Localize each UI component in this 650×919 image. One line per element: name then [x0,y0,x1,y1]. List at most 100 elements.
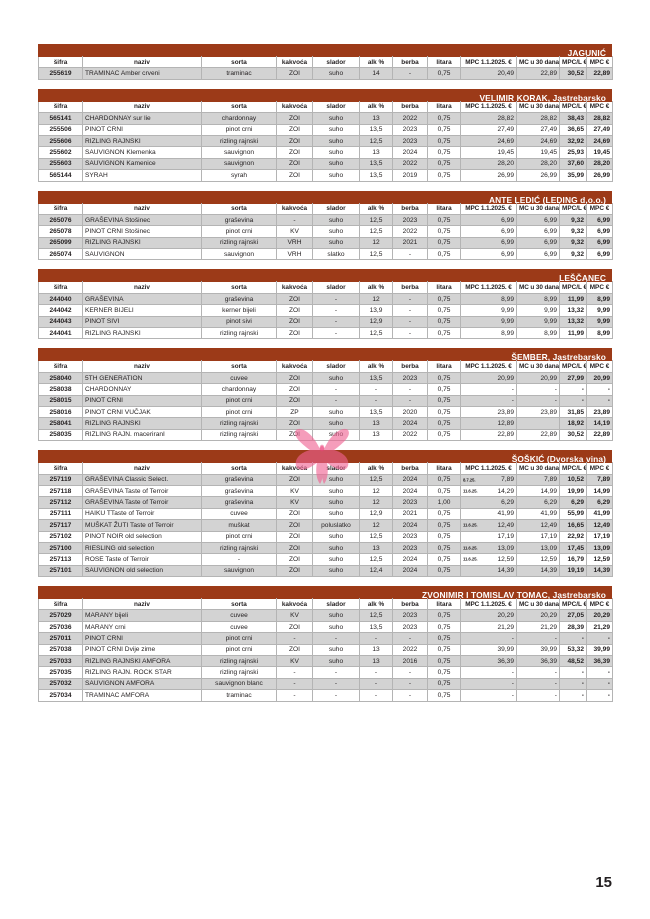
table-row[interactable]: 265074 SAUVIGNON sauvignon VRH slatko 12,5-0,… [38,248,613,261]
column-header-naziv: naziv [82,100,202,114]
column-header-mc30: MC u 30 dana € [516,598,560,611]
column-header-berba: berba [392,100,428,114]
cell-naziv: MUŠKAT ŽUTI Taste of Terroir [82,519,202,532]
table-row[interactable]: 258038 CHARDONNAY chardonnay ZOI - - -0,75- - - - [38,383,613,396]
table-row[interactable]: 257119 GRAŠEVINA Classic Select. graševina… [38,473,613,486]
cell-sorta: sauvignon [201,146,277,159]
cell-alk: 12 [359,484,393,498]
table-row[interactable]: 258015 PINOT CRNI pinot crni ZOI - - -0,75- - - - [38,394,613,408]
cell-mpc1: 19,45 [460,146,517,159]
column-header-litara: litara [427,462,461,475]
table-row[interactable]: 265099 RIZLING RAJNSKI rizling rajnski VRH s… [38,236,613,250]
cell-slador: suho [312,112,360,125]
producer-section: ANTE LEDIĆ (LEDING d.o.o.) šifra naziv sort… [38,190,613,261]
cell-sorta: chardonnay [201,383,277,396]
cell-mpc1: 6,99 [460,213,517,227]
cell-naziv: PINOT CRNI [82,632,202,645]
column-header-kakvoca: kakvoća [276,462,313,475]
cell-naziv: RIZLING RAJNSKI [82,134,202,148]
cell-berba: 2023 [392,213,428,227]
column-header-naziv: naziv [82,598,202,611]
table-row[interactable]: 265078 PINOT CRNI Stošinec pinot crni KV suh… [38,225,613,238]
column-header-berba: berba [392,202,428,215]
cell-kakvoca: - [276,632,313,645]
cell-sorta: rizling rajnski [201,654,277,668]
table-row[interactable]: 258016 PINOT CRNI VUČJAK pinot crni ZP suho 1… [38,405,613,419]
table-row[interactable]: 257036 MARANY crni cuvee ZOI suho 13,5 2023 0,7… [38,620,613,634]
cell-mc30: - [516,383,560,396]
cell-sifra: 257118 [38,484,83,498]
cell-mpc: 6,99 [586,213,613,227]
cell-slador: suho [312,496,360,509]
cell-litara: 1,00 [427,496,461,509]
price-change-date: 11.6.25. [463,545,478,551]
table-row[interactable]: 257113 ROSE Taste of Terroir - ZOI suho 12,5 2… [38,553,613,566]
column-header-mc30: MC u 30 dana € [516,55,560,69]
cell-sorta: rizling rajnski [201,666,277,679]
cell-sorta: chardonnay [201,112,277,125]
column-header-berba: berba [392,462,428,475]
cell-slador: - [312,689,360,702]
table-row[interactable]: 244040 GRAŠEVINA graševina ZOI -12-0,75 8,99 8… [38,292,613,306]
table-row[interactable]: 255602 SAUVIGNON Klemenka sauvignon ZOI suho… [38,146,613,159]
table-row[interactable]: 258041 RIZLING RAJNSKI rizling rajnski ZOI s… [38,417,613,430]
table-row[interactable]: 244043 PINOT SIVI pinot sivi ZOI -12,9-0,75 9… [38,315,613,329]
column-header-mpcl: MPC/L € [559,55,587,69]
table-row[interactable]: 265076 GRAŠEVINA Stošinec graševina - suho 12… [38,213,613,227]
cell-value: 12,49 [497,521,514,529]
table-row[interactable]: 565144 SYRAH syrah ZOI suho 13,5 2019 0,75 26,99… [38,169,613,182]
table-row[interactable]: 257011 PINOT CRNI pinot crni - - - -0,75- - - - [38,632,613,645]
table-row[interactable]: 257033 RIZLING RAJNSKI AMFORA rizling rajn… [38,654,613,668]
cell-mpcl: 32,92 [559,134,587,148]
cell-litara: 0,75 [427,123,461,136]
table-row[interactable]: 257035 RIZLING RAJN. ROCK STAR rizling raj… [38,666,613,679]
table-header-row: šifra naziv sorta kakvoća slador alk % berba li… [38,462,613,475]
column-header-kakvoca: kakvoća [276,100,313,114]
table-row[interactable]: 258035 RIZLING RAJN. maceriranI rizling ra… [38,428,613,442]
cell-slador: - [312,394,360,408]
table-row[interactable]: 255606 RIZLING RAJNSKI rizling rajnski ZOI s… [38,134,613,148]
column-header-kakvoca: kakvoća [276,55,313,69]
table-row[interactable]: 244041 RIZLING RAJNSKI rizling rajnski ZOI -… [38,327,613,340]
cell-slador: suho [312,620,360,634]
cell-slador: - [312,383,360,396]
table-row[interactable]: 255619 TRAMINAC Amber crveni traminac ZOI su… [38,67,613,80]
table-row[interactable]: 257111 HAIKU TTaste of Terroir cuvee ZOI suh… [38,507,613,521]
table-row[interactable]: 257038 PINOT CRNI Dvije zime pinot crni ZOI… [38,643,613,657]
table-row[interactable]: 257102 PINOT NOIR old selection pinot crni… [38,530,613,543]
table-row[interactable]: 257034 TRAMINAC AMFORA traminac - - - -0,75- - -… [38,689,613,702]
cell-naziv: MARANY bijeli [82,609,202,622]
cell-berba: - [392,677,428,691]
table-row[interactable]: 255506 PINOT CRNI pinot crni ZOI suho 13,5 202… [38,123,613,136]
producer-title: VELIMIR KORAK, Jastrebarsko [38,88,612,103]
cell-mpc: 23,89 [586,405,613,419]
cell-alk: - [359,394,393,408]
column-header-mpc1: MPC 1.1.2025. € [460,55,517,69]
cell-berba: - [392,394,428,408]
cell-litara: 0,75 [427,134,461,148]
cell-mpc: 20,29 [586,609,613,622]
table-row[interactable]: 244042 KERNER BIJELI kerner bijeli ZOI -13,9… [38,304,613,317]
producer-title: JAGUNIĆ [38,44,612,58]
table-row[interactable]: 257118 GRAŠEVINA Taste of Terroir graševin… [38,484,613,498]
table-row[interactable]: 257029 MARANY bijeli cuvee KV suho 12,5 2023 0,… [38,609,613,622]
cell-mc30: 14,99 [516,484,560,498]
table-row[interactable]: 258040 5TH GENERATION cuvee ZOI suho 13,5 2023… [38,371,613,385]
column-header-mpc: MPC € [586,360,613,373]
cell-berba: 2023 [392,609,428,622]
table-row[interactable]: 257112 GRAŠEVINA Taste of Terroir graševin… [38,496,613,509]
table-row[interactable]: 257100 RIESLING old selection rizling rajn… [38,541,613,555]
table-row[interactable]: 257032 SAUVIGNON AMFORA sauvignon blanc - - -… [38,677,613,691]
table-row[interactable]: 257117 MUŠKAT ŽUTI Taste of Terroir muškat… [38,519,613,532]
cell-litara: 0,75 [427,248,461,261]
table-row[interactable]: 255603 SAUVIGNON Kamenice sauvignon ZOI suho… [38,157,613,171]
cell-mc30: 6,99 [516,248,560,261]
cell-mpc1: 27,49 [460,123,517,136]
cell-mc30: 39,99 [516,643,560,657]
cell-sifra: 257111 [38,507,83,521]
table-row[interactable]: 565141 CHARDONNAY sur lie chardonnay ZOI suh… [38,112,613,125]
table-row[interactable]: 257101 SAUVIGNON old selection sauvignon ZO… [38,564,613,578]
cell-mpc: 9,99 [586,315,613,329]
cell-mpc: 12,49 [586,519,613,532]
cell-mc30: - [516,677,560,691]
